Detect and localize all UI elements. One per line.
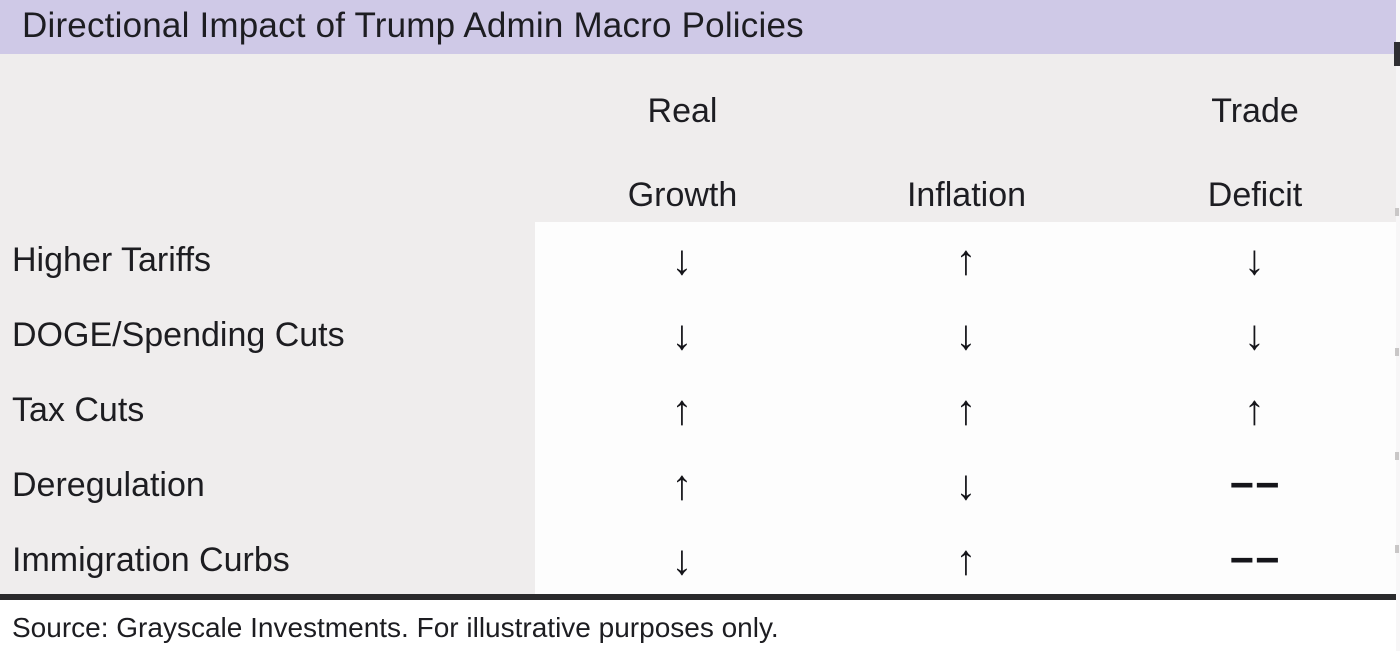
column-header-real-growth: Real Growth: [540, 54, 825, 222]
up-arrow-icon: ↑: [955, 236, 978, 283]
column-header-band: [0, 54, 1400, 222]
down-arrow-icon: ↓: [671, 236, 694, 283]
figure-title: Directional Impact of Trump Admin Macro …: [22, 6, 804, 45]
crop-artifact: [1395, 348, 1399, 356]
source-attribution: Source: Grayscale Investments. For illus…: [12, 612, 779, 643]
crop-artifact: [1395, 545, 1399, 553]
up-arrow-icon: ↑: [671, 386, 694, 433]
column-header-line: Growth: [627, 176, 738, 214]
column-header-line: Real: [647, 92, 718, 130]
column-header-line: Inflation: [906, 176, 1027, 214]
down-arrow-icon: ↓: [671, 536, 694, 583]
no-change-dashes-icon: −−: [1229, 461, 1281, 508]
crop-artifact: [1395, 208, 1399, 216]
divider-line: [0, 594, 1400, 600]
down-arrow-icon: ↓: [955, 311, 978, 358]
no-change-dashes-icon: −−: [1229, 536, 1281, 583]
crop-artifact: [1394, 42, 1400, 66]
up-arrow-icon: ↑: [671, 461, 694, 508]
row-label-higher-tariffs: Higher Tariffs: [12, 241, 212, 279]
data-panel-background: [535, 222, 1400, 594]
up-arrow-icon: ↑: [955, 386, 978, 433]
up-arrow-icon: ↑: [1244, 386, 1266, 433]
source-footer: Source: Grayscale Investments. For illus…: [0, 600, 1400, 651]
row-label-immigration-curbs: Immigration Curbs: [12, 541, 290, 579]
column-header-line: Deficit: [1207, 176, 1303, 214]
crop-artifact: [1395, 452, 1399, 460]
down-arrow-icon: ↓: [671, 311, 694, 358]
crop-artifact: [1396, 0, 1400, 651]
row-label-column-background: [0, 222, 535, 594]
row-label-doge-spending-cuts: DOGE/Spending Cuts: [12, 316, 345, 354]
column-header-trade-deficit: Trade Deficit: [1110, 54, 1400, 222]
down-arrow-icon: ↓: [955, 461, 978, 508]
column-header-line: Trade: [1211, 92, 1299, 130]
down-arrow-icon: ↓: [1244, 311, 1266, 358]
up-arrow-icon: ↑: [955, 536, 978, 583]
down-arrow-icon: ↓: [1244, 236, 1266, 283]
row-label-deregulation: Deregulation: [12, 466, 205, 504]
column-header-inflation: Inflation: [823, 54, 1110, 222]
title-bar: Directional Impact of Trump Admin Macro …: [0, 0, 1400, 54]
row-label-tax-cuts: Tax Cuts: [12, 391, 145, 429]
column-header-line: [823, 86, 1110, 136]
